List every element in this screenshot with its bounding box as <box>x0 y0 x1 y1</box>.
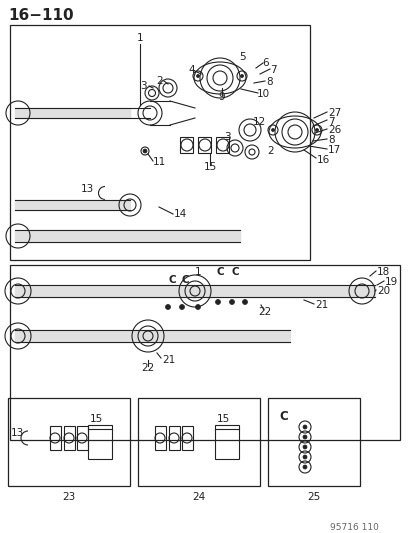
Circle shape <box>195 304 200 310</box>
Text: 25: 25 <box>306 492 320 502</box>
Circle shape <box>302 465 306 469</box>
Bar <box>182 426 192 450</box>
Text: 23: 23 <box>62 492 76 502</box>
Text: 16: 16 <box>316 155 330 165</box>
Text: C: C <box>279 409 288 423</box>
Circle shape <box>271 128 274 132</box>
Circle shape <box>179 304 184 310</box>
Circle shape <box>196 75 199 77</box>
Text: 19: 19 <box>384 277 397 287</box>
Bar <box>169 426 180 450</box>
Text: 2: 2 <box>266 146 273 156</box>
Text: 4: 4 <box>188 65 195 75</box>
Bar <box>64 426 75 450</box>
Text: 1: 1 <box>136 33 143 43</box>
Text: 95716 110: 95716 110 <box>329 522 378 531</box>
Text: 13: 13 <box>11 428 24 438</box>
Text: 15: 15 <box>89 414 102 424</box>
Text: 18: 18 <box>376 267 389 277</box>
Text: 6: 6 <box>261 58 268 68</box>
Text: 5: 5 <box>239 52 246 62</box>
Text: 3: 3 <box>140 81 147 91</box>
Text: 26: 26 <box>327 125 340 135</box>
Bar <box>77 426 88 450</box>
Text: 11: 11 <box>153 157 166 167</box>
Bar <box>267 398 359 486</box>
Text: 20: 20 <box>376 286 389 296</box>
Text: 8: 8 <box>327 135 334 145</box>
Text: 2: 2 <box>156 76 163 86</box>
Text: 3: 3 <box>224 132 230 142</box>
Text: 24: 24 <box>192 492 205 502</box>
Bar <box>10 25 309 260</box>
Circle shape <box>240 75 243 77</box>
Bar <box>197 137 211 153</box>
Text: 1: 1 <box>194 267 201 277</box>
Circle shape <box>315 128 318 132</box>
Circle shape <box>142 149 147 153</box>
Text: 17: 17 <box>327 145 340 155</box>
Circle shape <box>242 300 247 304</box>
Text: 22: 22 <box>141 363 154 373</box>
Text: 9: 9 <box>218 92 225 102</box>
Text: 13: 13 <box>81 184 94 194</box>
Circle shape <box>302 455 306 459</box>
Circle shape <box>215 300 220 304</box>
Text: 27: 27 <box>327 108 340 118</box>
Bar <box>180 137 192 153</box>
Bar <box>138 398 259 486</box>
Bar <box>50 426 61 450</box>
Circle shape <box>302 425 306 429</box>
Circle shape <box>229 300 234 304</box>
Bar <box>216 137 228 153</box>
Text: 21: 21 <box>314 300 328 310</box>
Circle shape <box>165 304 170 310</box>
Text: 15: 15 <box>203 162 216 172</box>
Text: 8: 8 <box>266 77 272 87</box>
Text: 22: 22 <box>258 307 271 317</box>
Bar <box>154 426 166 450</box>
Text: 7: 7 <box>269 65 276 75</box>
Circle shape <box>302 445 306 449</box>
Bar <box>10 265 399 440</box>
Bar <box>88 425 112 459</box>
Bar <box>8 398 130 486</box>
Text: C: C <box>216 267 223 277</box>
Text: C: C <box>168 275 176 285</box>
Text: 7: 7 <box>327 117 334 127</box>
Text: 14: 14 <box>173 209 187 219</box>
Text: C: C <box>181 275 188 285</box>
Text: 10: 10 <box>256 89 269 99</box>
Text: 12: 12 <box>252 117 266 127</box>
Text: 15: 15 <box>216 414 229 424</box>
Text: 16−110: 16−110 <box>8 7 74 22</box>
Circle shape <box>302 435 306 439</box>
Text: C: C <box>230 267 238 277</box>
Bar <box>214 425 238 459</box>
Text: 21: 21 <box>161 355 175 365</box>
